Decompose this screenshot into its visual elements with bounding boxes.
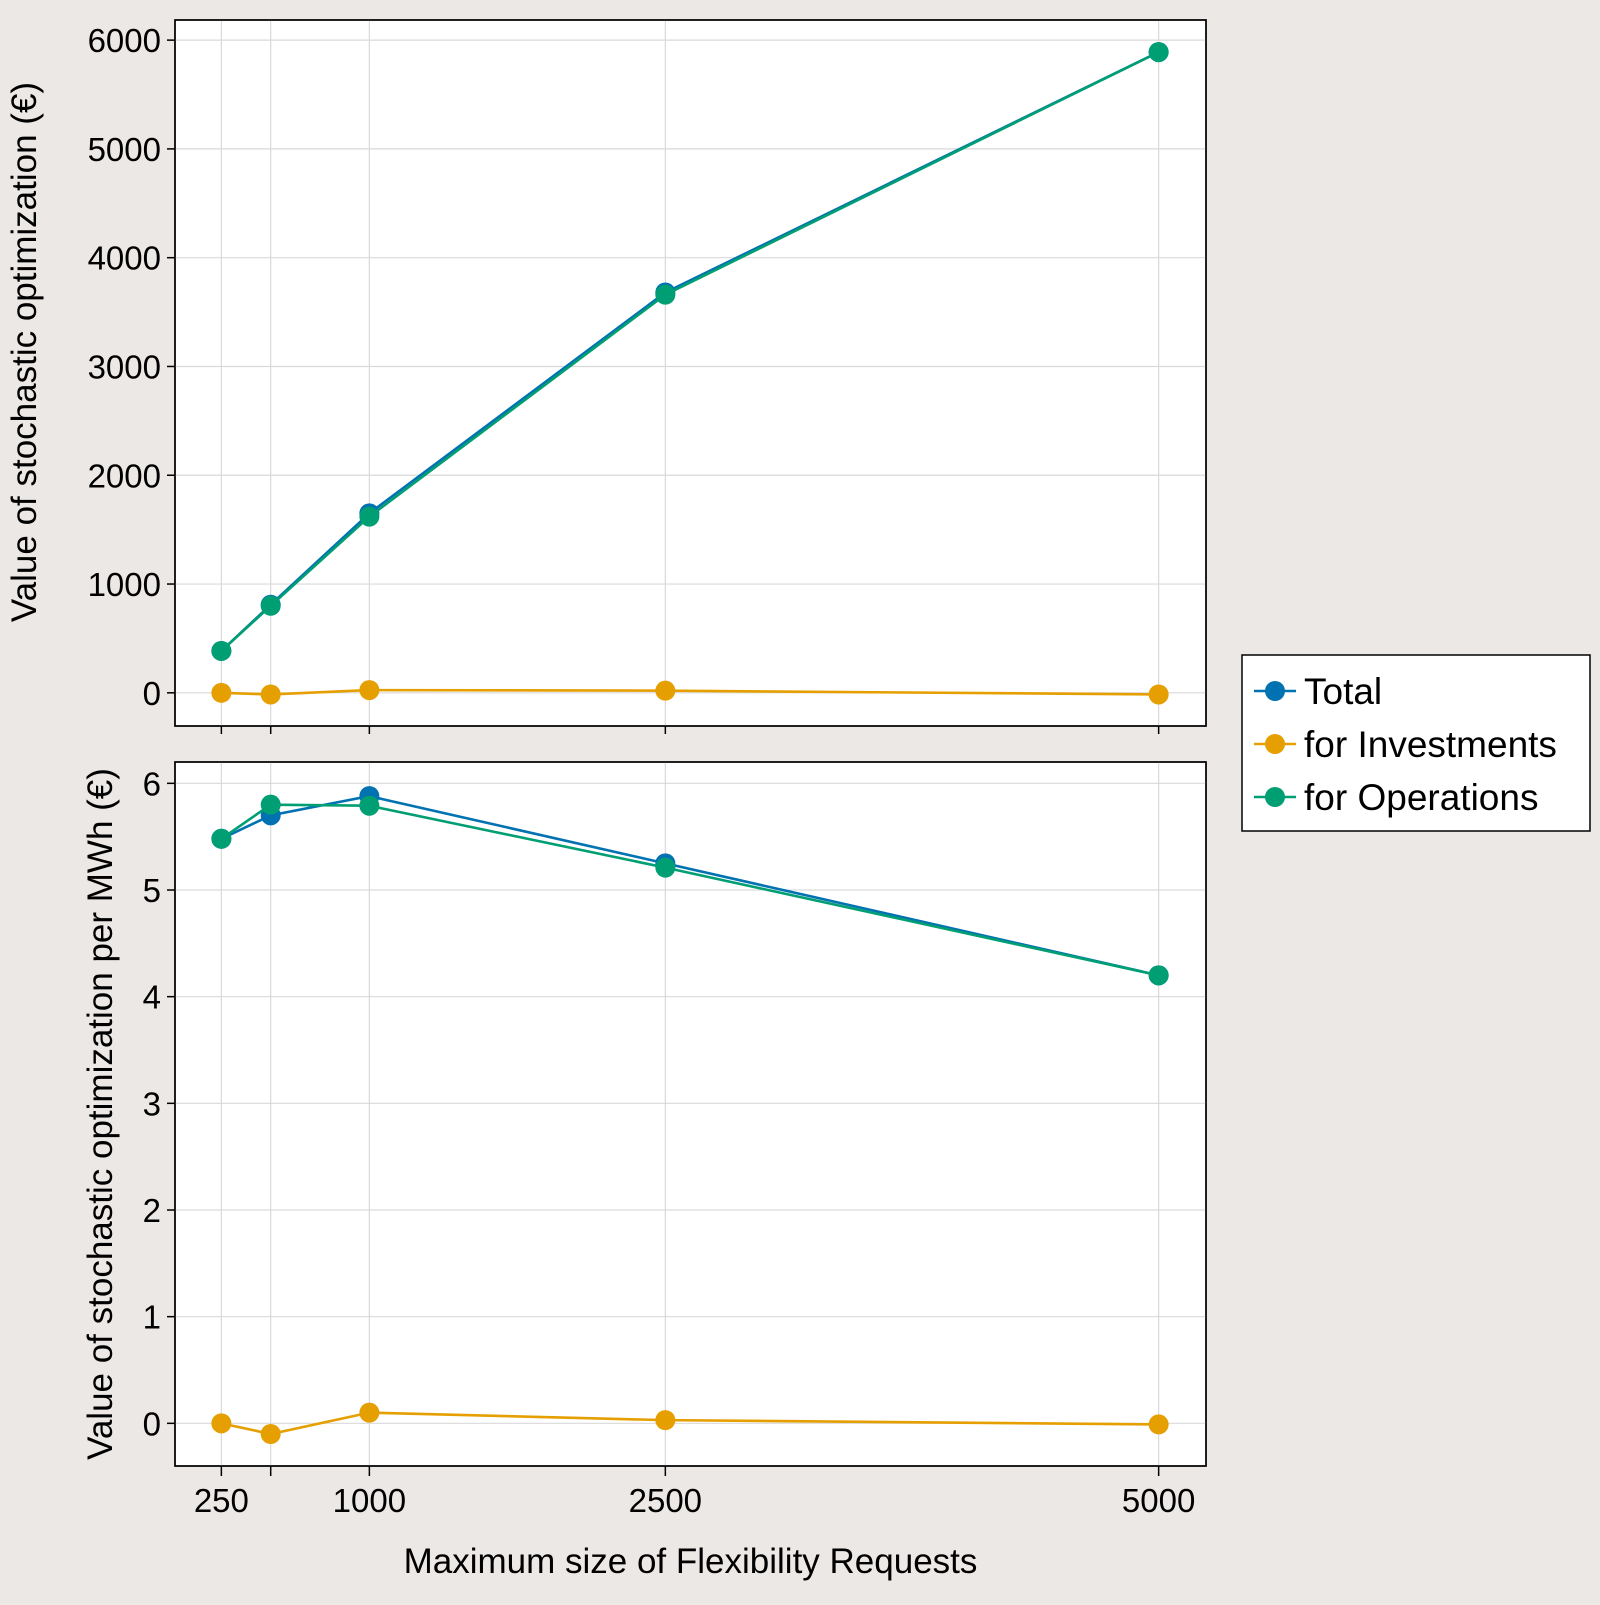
- data-point: [1148, 1414, 1169, 1435]
- data-point: [211, 682, 232, 703]
- y-tick-label: 4000: [88, 240, 161, 277]
- y-tick-label: 2: [143, 1192, 161, 1229]
- y-tick-label: 1000: [88, 566, 161, 603]
- y-tick-label: 5000: [88, 131, 161, 168]
- legend-label: for Operations: [1304, 777, 1538, 818]
- series-for-operations: [211, 42, 1169, 661]
- data-point: [260, 794, 281, 815]
- plot-frame: [174, 761, 1207, 1467]
- legend-item: for Operations: [1254, 777, 1538, 818]
- data-point: [211, 1413, 232, 1434]
- data-point: [1148, 965, 1169, 986]
- series-for-investments: [211, 680, 1169, 705]
- data-point: [359, 680, 380, 701]
- x-tick-label: 2500: [629, 1482, 702, 1519]
- y-tick-label: 4: [143, 979, 161, 1016]
- y-tick-label: 2000: [88, 457, 161, 494]
- series-for-operations: [211, 794, 1169, 986]
- x-tick-label: 5000: [1122, 1482, 1195, 1519]
- plot-area: [174, 761, 1207, 1467]
- legend-box: [1241, 654, 1591, 832]
- data-point: [655, 857, 676, 878]
- y-tick-label: 5: [143, 872, 161, 909]
- y-tick-label: 1: [143, 1299, 161, 1336]
- data-point: [655, 680, 676, 701]
- legend-item: for Investments: [1254, 724, 1557, 765]
- data-point: [260, 684, 281, 705]
- plot-area: [174, 19, 1207, 727]
- x-axis-label: Maximum size of Flexibility Requests: [404, 1542, 978, 1581]
- data-point: [1148, 42, 1169, 63]
- y-axis-label: Value of stochastic optimization per MWh…: [81, 768, 120, 1460]
- series-for-investments: [211, 1402, 1169, 1444]
- y-tick-label: 0: [143, 675, 161, 712]
- y-tick-label: 3: [143, 1085, 161, 1122]
- y-axis-label: Value of stochastic optimization (€): [5, 82, 44, 622]
- panel-1: [167, 19, 1207, 734]
- data-point: [1148, 684, 1169, 705]
- y-tick-label: 6: [143, 765, 161, 802]
- y-tick-label: 6000: [88, 22, 161, 59]
- data-point: [211, 640, 232, 661]
- data-point: [655, 284, 676, 305]
- y-tick-label: 3000: [88, 348, 161, 385]
- y-tick-label: 0: [143, 1405, 161, 1442]
- data-point: [655, 1410, 676, 1431]
- plot-frame: [174, 19, 1207, 727]
- legend: Total for Investments for Operations: [1241, 654, 1591, 832]
- legend-marker: [1265, 734, 1285, 754]
- data-point: [359, 506, 380, 527]
- data-point: [359, 795, 380, 816]
- legend-label: for Investments: [1304, 724, 1557, 765]
- data-point: [260, 1424, 281, 1444]
- data-point: [359, 1402, 380, 1423]
- x-tick-label: 250: [194, 1482, 249, 1519]
- panel-2: [167, 761, 1207, 1476]
- legend-marker: [1265, 787, 1285, 807]
- legend-item: Total: [1254, 671, 1382, 712]
- data-point: [260, 595, 281, 616]
- data-point: [211, 828, 232, 849]
- legend-marker: [1265, 681, 1285, 701]
- x-tick-label: 1000: [333, 1482, 406, 1519]
- legend-label: Total: [1304, 671, 1382, 712]
